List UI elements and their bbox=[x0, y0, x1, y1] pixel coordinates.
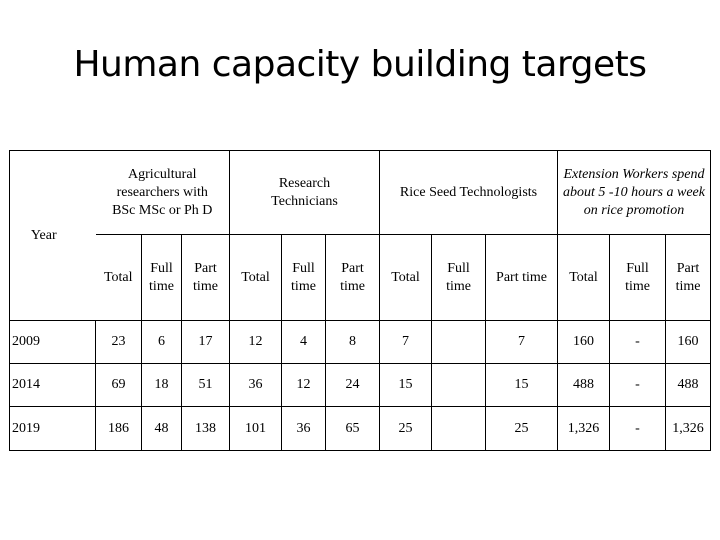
rice-part-cell: 25 bbox=[485, 406, 559, 451]
ext-full-cell: - bbox=[609, 406, 667, 451]
tech-part-cell: 24 bbox=[324, 363, 381, 407]
ext-full-cell: - bbox=[609, 320, 667, 364]
rice-full-cell bbox=[431, 406, 487, 451]
year-header: Year bbox=[9, 150, 96, 321]
agri-part-time-header: Part time bbox=[181, 234, 230, 321]
agri-total-cell: 186 bbox=[95, 406, 142, 451]
tech-part-cell: 8 bbox=[324, 320, 381, 364]
ext-part-cell: 1,326 bbox=[665, 406, 712, 451]
rice-total-cell: 25 bbox=[379, 406, 433, 451]
tech-part-time-header: Part time bbox=[324, 234, 381, 321]
ext-part-time-header: Part time bbox=[665, 234, 712, 321]
group-extension-workers: Extension Workers spend about 5 -10 hour… bbox=[557, 150, 712, 235]
table-row: 2014 69 18 51 36 12 24 15 15 488 - 488 bbox=[9, 363, 712, 407]
ext-part-cell: 160 bbox=[665, 320, 712, 364]
group-agricultural-researchers: Agricultural researchers with BSc MSc or… bbox=[95, 150, 230, 235]
tech-full-cell: 12 bbox=[281, 363, 326, 407]
agri-total-header: Total bbox=[95, 234, 142, 321]
table-row: 2019 186 48 138 101 36 65 25 25 1,326 - … bbox=[9, 406, 712, 451]
rice-full-cell bbox=[431, 363, 487, 407]
ext-full-cell: - bbox=[609, 363, 667, 407]
year-cell: 2014 bbox=[9, 363, 96, 407]
ext-total-cell: 160 bbox=[557, 320, 611, 364]
rice-part-cell: 7 bbox=[485, 320, 559, 364]
group-header-row: Year Agricultural researchers with BSc M… bbox=[9, 150, 712, 321]
tech-full-cell: 36 bbox=[281, 406, 326, 451]
group-research-technicians: Research Technicians bbox=[228, 150, 381, 235]
agri-full-cell: 18 bbox=[141, 363, 182, 407]
agri-part-cell: 17 bbox=[181, 320, 230, 364]
ext-total-cell: 1,326 bbox=[557, 406, 611, 451]
ext-full-time-header: Full time bbox=[609, 234, 667, 321]
rice-full-time-header: Full time bbox=[431, 234, 487, 321]
tech-full-time-header: Full time bbox=[281, 234, 326, 321]
tech-part-cell: 65 bbox=[324, 406, 381, 451]
agri-total-cell: 69 bbox=[95, 363, 142, 407]
targets-table: Year Agricultural researchers with BSc M… bbox=[9, 150, 712, 451]
agri-part-cell: 51 bbox=[181, 363, 230, 407]
agri-full-time-header: Full time bbox=[141, 234, 182, 321]
ext-part-cell: 488 bbox=[665, 363, 712, 407]
ext-total-cell: 488 bbox=[557, 363, 611, 407]
agri-full-cell: 6 bbox=[141, 320, 182, 364]
rice-part-time-header: Part time bbox=[485, 234, 559, 321]
group-rice-seed-technologists: Rice Seed Technologists bbox=[379, 150, 559, 235]
tech-total-cell: 101 bbox=[229, 406, 282, 451]
tech-total-header: Total bbox=[229, 234, 282, 321]
agri-part-cell: 138 bbox=[181, 406, 230, 451]
page-title: Human capacity building targets bbox=[73, 44, 647, 85]
rice-total-header: Total bbox=[379, 234, 433, 321]
ext-total-header: Total bbox=[557, 234, 611, 321]
tech-total-cell: 36 bbox=[229, 363, 282, 407]
rice-total-cell: 7 bbox=[379, 320, 433, 364]
table-row: 2009 23 6 17 12 4 8 7 7 160 - 160 bbox=[9, 320, 712, 364]
tech-full-cell: 4 bbox=[281, 320, 326, 364]
rice-total-cell: 15 bbox=[379, 363, 433, 407]
agri-full-cell: 48 bbox=[141, 406, 182, 451]
rice-full-cell bbox=[431, 320, 487, 364]
rice-part-cell: 15 bbox=[485, 363, 559, 407]
tech-total-cell: 12 bbox=[229, 320, 282, 364]
year-cell: 2009 bbox=[9, 320, 96, 364]
sub-header-row: Total Full time Part time Total Full tim… bbox=[10, 234, 712, 321]
agri-total-cell: 23 bbox=[95, 320, 142, 364]
year-cell: 2019 bbox=[9, 406, 96, 451]
